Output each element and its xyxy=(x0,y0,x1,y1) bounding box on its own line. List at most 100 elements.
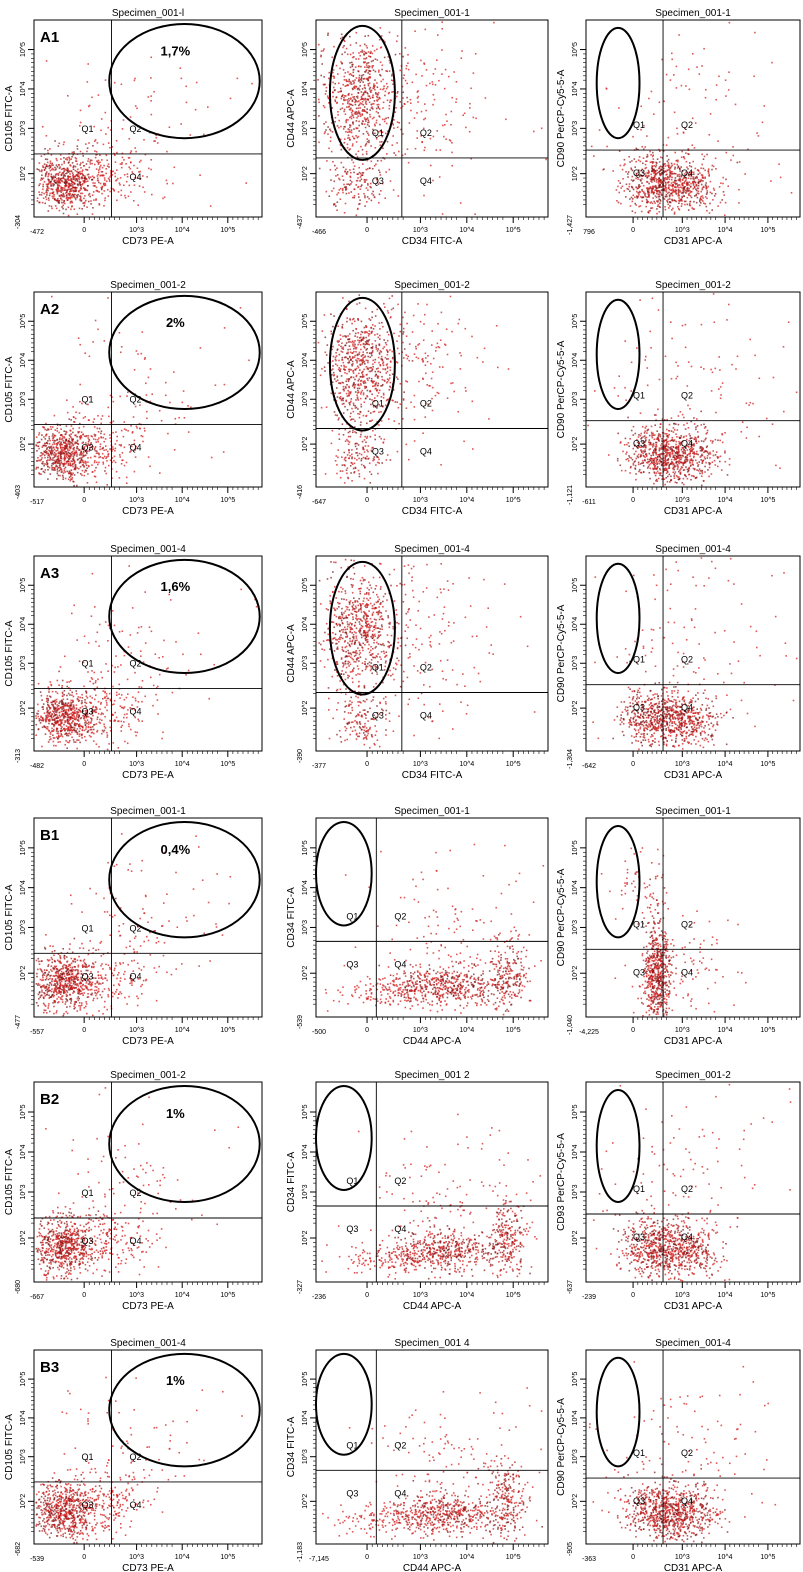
data-point xyxy=(649,209,651,212)
data-point xyxy=(79,473,82,475)
data-point xyxy=(73,468,75,471)
data-point xyxy=(384,90,387,93)
data-point xyxy=(324,336,327,339)
data-point xyxy=(674,166,676,169)
data-point xyxy=(63,160,65,163)
data-point xyxy=(358,196,360,198)
data-point xyxy=(664,185,667,187)
data-point xyxy=(464,327,467,330)
data-point xyxy=(50,459,52,461)
data-point xyxy=(350,111,353,114)
data-point xyxy=(68,182,70,185)
data-point xyxy=(446,120,448,122)
data-point xyxy=(318,43,320,46)
data-point xyxy=(100,432,102,435)
data-point xyxy=(81,474,83,476)
data-point xyxy=(80,458,83,460)
data-point xyxy=(629,190,631,192)
data-point xyxy=(73,421,76,423)
data-point xyxy=(360,453,363,456)
data-point xyxy=(62,212,65,215)
data-point xyxy=(363,345,365,348)
data-point xyxy=(66,446,68,449)
data-point xyxy=(332,95,334,98)
data-point xyxy=(358,76,360,79)
data-point xyxy=(692,177,694,180)
data-point xyxy=(366,331,368,334)
data-point xyxy=(732,146,734,148)
data-point xyxy=(139,404,141,406)
x-tick-label: 10^5 xyxy=(760,227,775,234)
data-point xyxy=(357,384,359,386)
data-point xyxy=(333,374,335,376)
data-point xyxy=(358,473,361,475)
data-point xyxy=(76,163,79,165)
data-point xyxy=(251,82,253,85)
data-point xyxy=(363,50,365,53)
data-point xyxy=(59,154,62,156)
data-point xyxy=(643,148,645,150)
data-point xyxy=(72,472,74,474)
data-point xyxy=(696,187,699,189)
data-point xyxy=(324,370,326,372)
data-point xyxy=(60,428,62,430)
data-point xyxy=(61,446,64,449)
data-point xyxy=(35,444,37,446)
data-point xyxy=(76,213,79,215)
data-point xyxy=(364,58,367,60)
data-point xyxy=(344,335,346,337)
data-point xyxy=(76,196,78,199)
data-point xyxy=(70,445,73,447)
data-point xyxy=(373,458,375,461)
data-point xyxy=(69,188,72,190)
data-point xyxy=(133,184,136,186)
data-point xyxy=(459,368,462,370)
data-point xyxy=(107,406,109,409)
data-point xyxy=(91,96,93,99)
data-point xyxy=(56,180,59,182)
data-point xyxy=(377,382,380,385)
data-point xyxy=(638,193,640,196)
data-point xyxy=(355,100,357,102)
data-point xyxy=(43,192,45,195)
data-point xyxy=(126,482,128,484)
data-point xyxy=(323,106,326,109)
data-point xyxy=(657,193,659,196)
data-point xyxy=(320,55,322,58)
data-point xyxy=(351,322,353,325)
data-point xyxy=(352,370,354,373)
data-point xyxy=(349,66,352,69)
data-point xyxy=(130,150,133,152)
data-point xyxy=(689,201,691,203)
data-point xyxy=(431,397,433,400)
data-point xyxy=(646,189,649,191)
data-point xyxy=(450,382,452,385)
data-point xyxy=(365,385,367,388)
data-point xyxy=(88,396,91,398)
data-point xyxy=(706,153,708,156)
data-point xyxy=(107,142,110,144)
data-point xyxy=(326,344,329,346)
data-point xyxy=(347,379,350,382)
data-point xyxy=(346,143,349,146)
data-point xyxy=(378,115,380,117)
data-point xyxy=(350,74,353,76)
data-point xyxy=(714,157,717,160)
data-point xyxy=(469,102,471,105)
y-axis-label: CD90 PerCP-Cy5-5-A xyxy=(556,69,567,167)
data-point xyxy=(396,35,399,37)
data-point xyxy=(57,451,60,454)
data-point xyxy=(341,175,344,177)
data-point xyxy=(368,73,371,75)
data-point xyxy=(392,91,395,93)
data-point xyxy=(154,140,156,142)
data-point xyxy=(338,359,340,362)
data-point xyxy=(90,435,93,437)
data-point xyxy=(374,358,377,361)
data-point xyxy=(340,345,342,348)
data-point xyxy=(654,169,656,172)
data-point xyxy=(401,105,404,108)
data-point xyxy=(668,188,671,191)
x-tick-label: 10^5 xyxy=(506,227,521,234)
data-point xyxy=(347,119,349,121)
